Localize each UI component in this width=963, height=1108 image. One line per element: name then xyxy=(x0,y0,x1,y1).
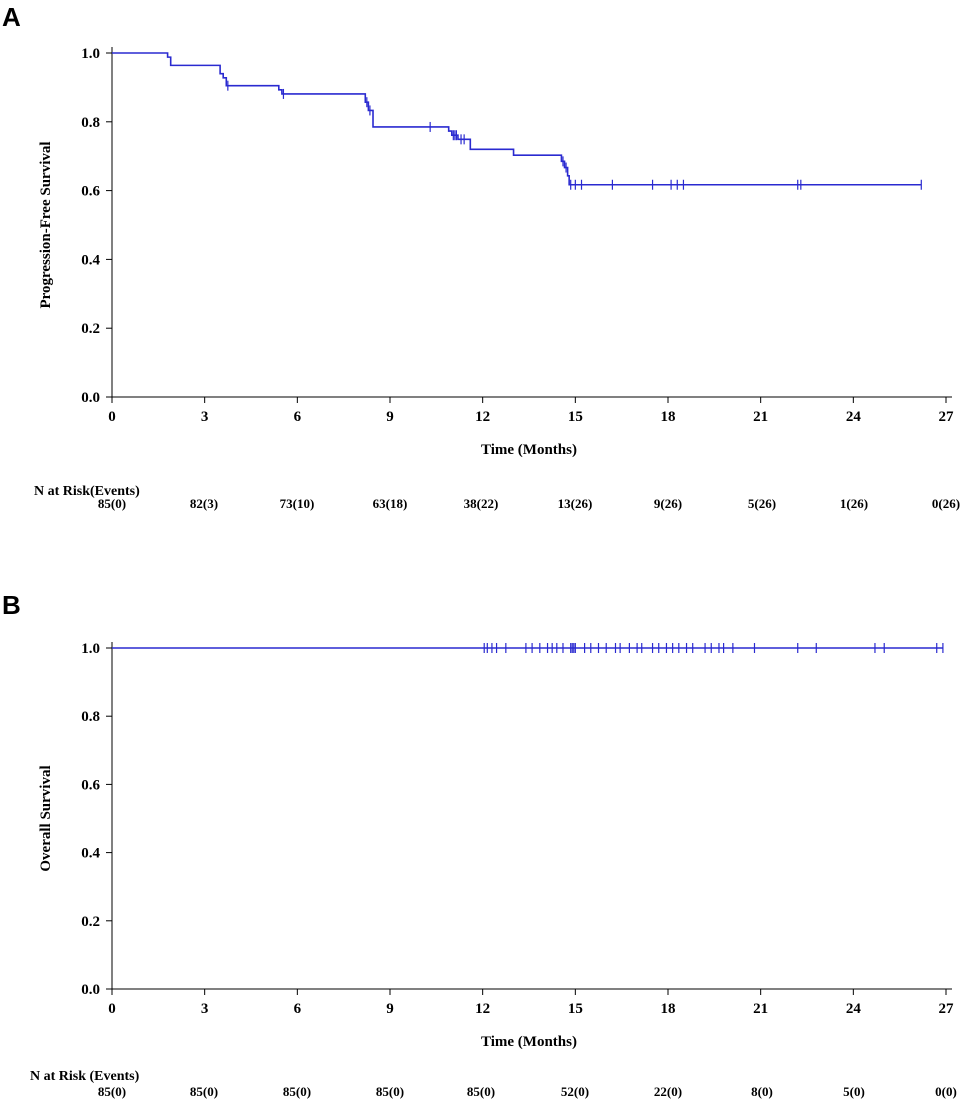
y-tick-label: 1.0 xyxy=(81,641,100,657)
risk-table-value: 0(26) xyxy=(932,496,960,511)
risk-table-value: 5(0) xyxy=(843,1084,865,1099)
pfs-chart: 0.0 0.2 0.4 0.6 0.8 1.0 0 3 6 9 12 15 18 21 24 27 Time (… xyxy=(34,46,960,511)
y-tick-label: 1.0 xyxy=(81,46,100,62)
risk-table-value: 85(0) xyxy=(467,1084,495,1099)
x-tick-label: 21 xyxy=(753,1001,768,1017)
y-tick-label: 0.2 xyxy=(81,914,100,930)
x-axis-title: Time (Months) xyxy=(481,1034,577,1050)
y-tick-label: 0.2 xyxy=(81,321,100,337)
x-tick-label: 0 xyxy=(108,409,116,425)
panel-label-b: B xyxy=(2,590,21,620)
x-tick-label: 27 xyxy=(939,409,955,425)
y-tick-label: 0.4 xyxy=(81,846,100,862)
y-axis-title: Progression-Free Survival xyxy=(38,141,54,308)
x-tick-label: 9 xyxy=(386,1001,394,1017)
risk-table-value: 85(0) xyxy=(376,1084,404,1099)
risk-table-value: 1(26) xyxy=(840,496,868,511)
x-tick-label: 18 xyxy=(661,1001,676,1017)
panel-label-a: A xyxy=(2,2,21,32)
y-tick-label: 0.4 xyxy=(81,252,100,268)
x-tick-label: 6 xyxy=(294,409,302,425)
x-tick-label: 12 xyxy=(475,1001,490,1017)
risk-table-value: 85(0) xyxy=(283,1084,311,1099)
panel-b: B 0.0 0.2 0.4 0.6 0.8 1.0 0 3 6 9 12 15 18 21 24 27 Time… xyxy=(0,588,963,1103)
y-tick-label: 0.8 xyxy=(81,709,100,725)
y-axis-title: Overall Survival xyxy=(38,765,54,871)
risk-table-value: 85(0) xyxy=(98,496,126,511)
panel-a: A 0.0 0.2 0.4 0.6 0.8 1.0 0 3 6 9 12 15 18 21 24 27 Time… xyxy=(0,0,963,540)
x-tick-label: 15 xyxy=(568,409,583,425)
y-tick-label: 0.6 xyxy=(81,184,100,200)
y-tick-label: 0.0 xyxy=(81,982,100,998)
x-tick-label: 3 xyxy=(201,1001,209,1017)
x-tick-label: 24 xyxy=(846,1001,862,1017)
risk-table-value: 52(0) xyxy=(561,1084,589,1099)
risk-table-value: 63(18) xyxy=(373,496,408,511)
risk-table-value: 5(26) xyxy=(748,496,776,511)
risk-table-title: N at Risk(Events) xyxy=(34,484,140,499)
x-tick-label: 15 xyxy=(568,1001,583,1017)
risk-table-value: 13(26) xyxy=(558,496,593,511)
risk-table-value: 73(10) xyxy=(280,496,315,511)
y-tick-label: 0.6 xyxy=(81,777,100,793)
risk-table-value: 22(0) xyxy=(654,1084,682,1099)
risk-table-value: 9(26) xyxy=(654,496,682,511)
x-tick-label: 9 xyxy=(386,409,394,425)
x-tick-label: 18 xyxy=(661,409,676,425)
x-tick-label: 24 xyxy=(846,409,862,425)
x-tick-label: 0 xyxy=(108,1001,116,1017)
risk-table-value: 38(22) xyxy=(464,496,499,511)
x-tick-label: 27 xyxy=(939,1001,955,1017)
risk-table-title: N at Risk (Events) xyxy=(30,1069,140,1084)
x-tick-label: 21 xyxy=(753,409,768,425)
x-tick-label: 12 xyxy=(475,409,490,425)
x-tick-label: 6 xyxy=(294,1001,302,1017)
risk-table-value: 82(3) xyxy=(190,496,218,511)
risk-table-value: 85(0) xyxy=(190,1084,218,1099)
y-tick-label: 0.8 xyxy=(81,115,100,131)
x-tick-label: 3 xyxy=(201,409,209,425)
os-chart: 0.0 0.2 0.4 0.6 0.8 1.0 0 3 6 9 12 15 18 21 24 27 Time (… xyxy=(30,641,957,1099)
x-axis-title: Time (Months) xyxy=(481,442,577,458)
survival-curve xyxy=(112,52,922,186)
risk-table-value: 85(0) xyxy=(98,1084,126,1099)
risk-table-value: 0(0) xyxy=(935,1084,957,1099)
risk-table-value: 8(0) xyxy=(751,1084,773,1099)
y-tick-label: 0.0 xyxy=(81,390,100,406)
